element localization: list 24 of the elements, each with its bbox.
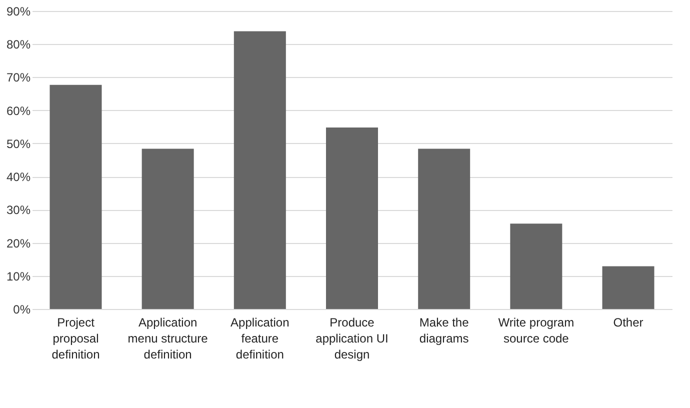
y-tick-label: 40% [6, 170, 31, 184]
y-tick-label: 0% [13, 302, 31, 316]
y-tick-label: 50% [6, 136, 31, 151]
x-tick-label: Project proposal definition [52, 316, 100, 362]
x-tick-label: Other [613, 316, 644, 330]
bar [142, 148, 194, 309]
bar [418, 148, 470, 309]
x-tick-label: Write program source code [498, 316, 574, 346]
y-tick-label: 80% [6, 38, 31, 52]
x-tick-label: Produce application UI design [316, 316, 388, 362]
x-tick-label: Application menu structure definition [128, 316, 208, 362]
x-tick-label: Application feature definition [230, 316, 290, 362]
y-tick-label: 10% [6, 269, 31, 284]
x-tick-label: Make the diagrams [419, 316, 470, 346]
y-tick-label: 90% [6, 4, 31, 18]
bar [234, 31, 286, 309]
bar [326, 128, 378, 309]
y-tick-label: 60% [6, 104, 31, 118]
y-tick-label: 20% [6, 236, 31, 250]
y-tick-label: 30% [6, 203, 31, 218]
bar [602, 266, 654, 309]
bar [50, 84, 102, 309]
bar [510, 224, 562, 309]
y-tick-label: 70% [6, 70, 31, 85]
